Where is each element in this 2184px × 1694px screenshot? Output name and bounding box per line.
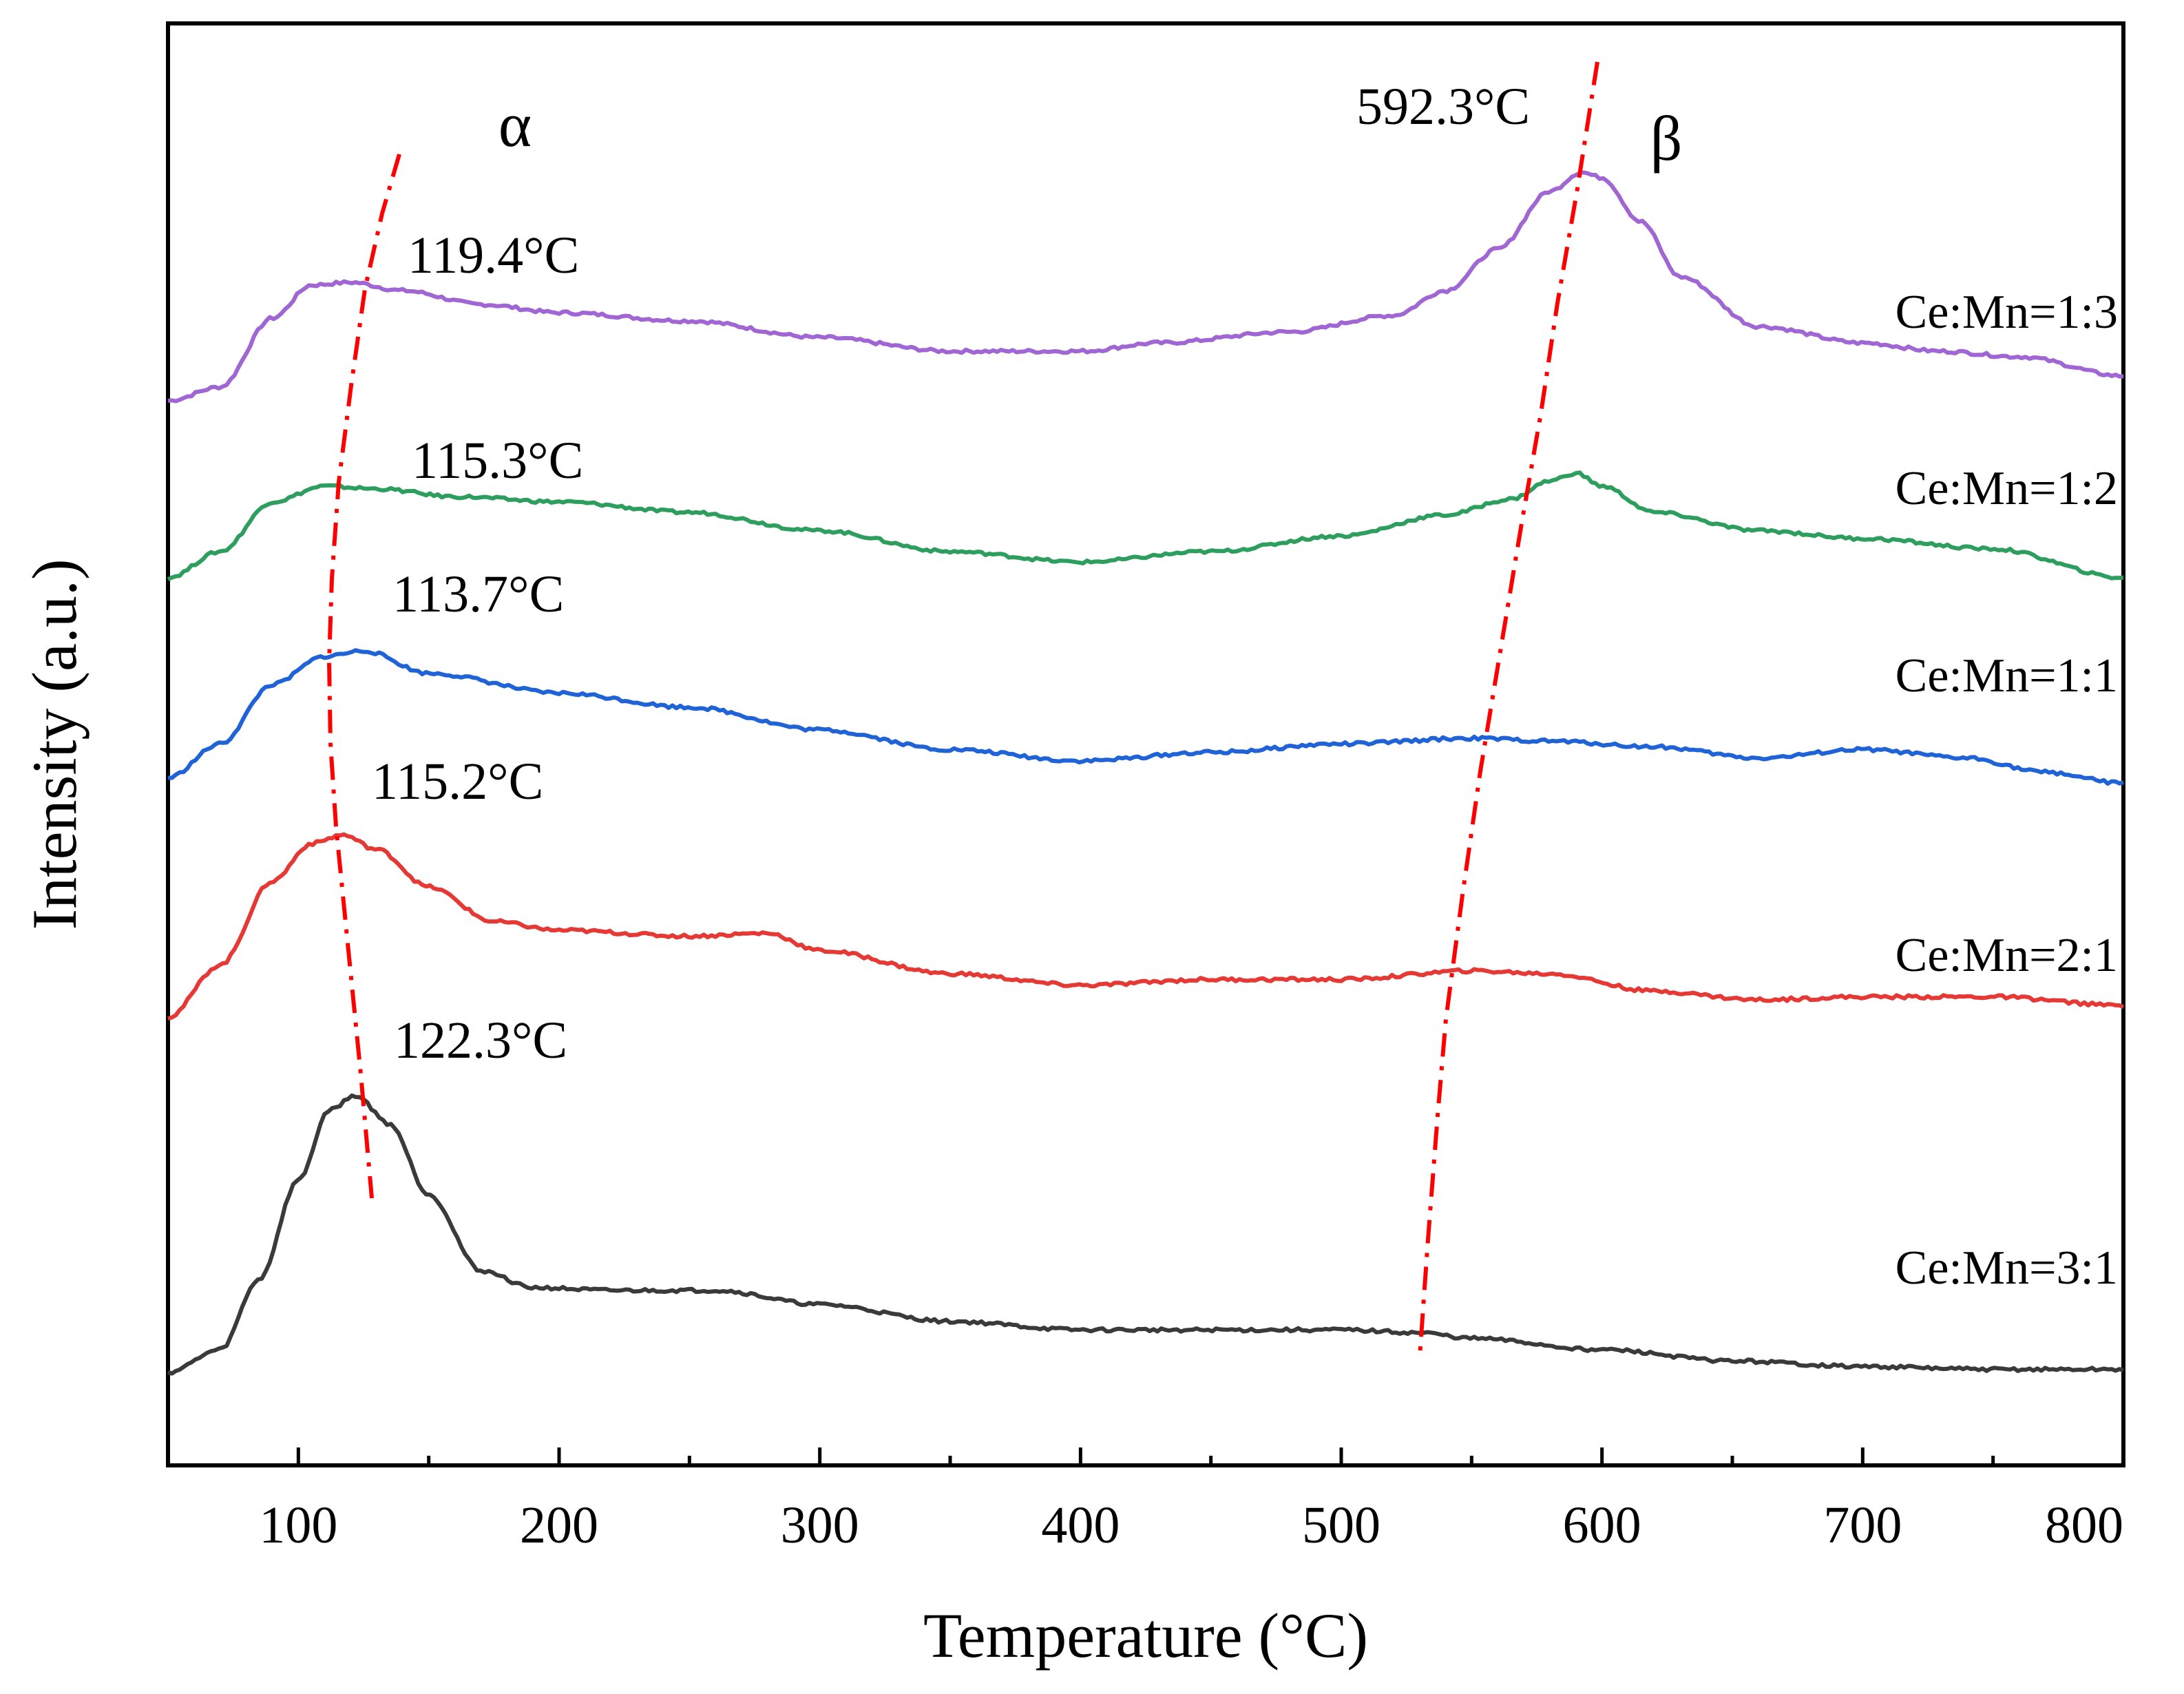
alpha-peak-label-1-3: 119.4°C [408, 227, 579, 284]
series-line--1-2 [167, 470, 2124, 581]
alpha-label: α [498, 90, 532, 160]
x-tick-label-200: 200 [520, 1496, 598, 1554]
series-line--3-1 [167, 1093, 2124, 1376]
series-line--1-3 [167, 170, 2124, 404]
alpha-peak-label-1-2: 115.3°C [412, 432, 583, 490]
peak-guide-lines [326, 61, 1599, 1357]
alpha-peak-label-2-1: 115.2°C [372, 753, 543, 811]
y-axis-label: Intensity (a.u.) [19, 558, 90, 930]
series-label-2-1: Ce:Mn=2:1 [1896, 929, 2118, 982]
x-tick-label-700: 700 [1823, 1496, 1902, 1554]
series-label-3-1: Ce:Mn=3:1 [1896, 1242, 2118, 1295]
x-axis-ticks: 100 200 300 400 500 600 700 800 [259, 1447, 2125, 1554]
alpha-peak-label-1-1: 113.7°C [392, 565, 564, 623]
series-line--2-1 [167, 832, 2125, 1021]
plot-frame [166, 21, 2125, 1467]
beta-label: β [1650, 103, 1683, 174]
series-line--1-1 [167, 648, 2124, 786]
series-label-1-3: Ce:Mn=1:3 [1896, 286, 2118, 339]
x-tick-label-500: 500 [1302, 1496, 1380, 1554]
series-label-1-2: Ce:Mn=1:2 [1896, 462, 2118, 515]
beta-guide-line [1418, 61, 1599, 1357]
x-tick-label-300: 300 [781, 1496, 859, 1554]
x-axis-label: Temperature (°C) [923, 1600, 1368, 1671]
x-tick-label-100: 100 [259, 1496, 337, 1554]
x-tick-label-600: 600 [1563, 1496, 1641, 1554]
x-tick-label-800: 800 [2045, 1496, 2123, 1554]
beta-peak-label: 592.3°C [1356, 78, 1530, 136]
x-tick-label-400: 400 [1041, 1496, 1120, 1554]
alpha-guide-line [326, 154, 401, 1199]
series-layer [167, 170, 2125, 1376]
alpha-peak-label-3-1: 122.3°C [394, 1012, 567, 1069]
series-label-1-1: Ce:Mn=1:1 [1896, 649, 2118, 702]
